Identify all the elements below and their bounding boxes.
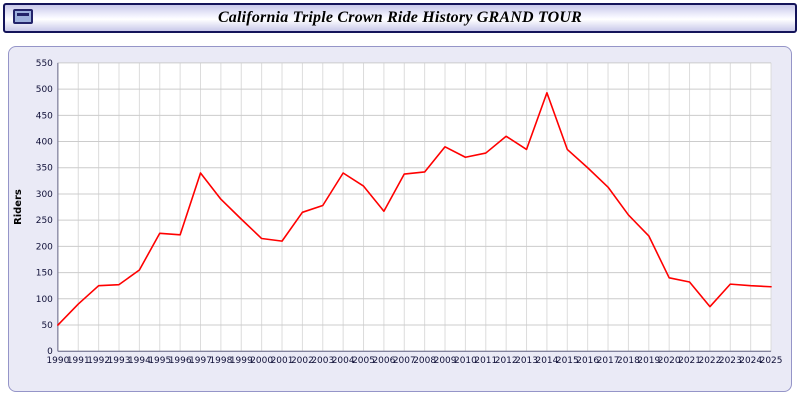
y-tick-label: 200 [36,242,53,252]
x-tick-label: 2014 [535,356,558,366]
x-tick-label: 1998 [209,356,232,366]
chart-panel: 0 50 100 150 200 250 300 350 400 450 500 550 1990 199… [8,46,792,392]
x-tick-label: 2001 [271,356,294,366]
x-tick-label: 1992 [87,356,110,366]
x-tick-label: 2016 [576,356,599,366]
x-tick-label: 2022 [699,356,722,366]
x-tick-label: 2011 [474,356,497,366]
x-tick-label: 2009 [434,356,457,366]
x-tick-label: 2017 [597,356,620,366]
x-tick-label: 1996 [169,356,192,366]
y-tick-label: 550 [36,59,53,69]
x-tick-label: 2008 [413,356,436,366]
plot-area [57,62,772,352]
x-tick-label: 2024 [739,356,762,366]
x-tick-label: 2010 [454,356,477,366]
x-tick-label: 2006 [372,356,395,366]
y-tick-label: 50 [41,321,53,331]
x-tick-label: 2015 [556,356,579,366]
x-tick-label: 2004 [332,356,355,366]
x-tick-label: 1999 [230,356,253,366]
title-bar: California Triple Crown Ride History GRA… [3,3,797,33]
x-tick-label: 1990 [46,356,69,366]
x-tick-label: 2018 [617,356,640,366]
x-tick-label: 1994 [128,356,151,366]
y-tick-label: 400 [36,138,53,148]
y-tick-label: 450 [36,111,53,121]
x-tick-label: 2020 [658,356,681,366]
x-tick-label: 2023 [719,356,742,366]
x-tick-label: 2000 [250,356,273,366]
y-tick-label: 150 [36,269,53,279]
x-tick-label: 2012 [495,356,518,366]
logo-icon [13,9,33,24]
ride-history-line-chart: 0501001502002503003504004505005501990199… [13,59,783,366]
y-tick-label: 100 [36,295,53,305]
y-tick-label: 350 [36,164,53,174]
y-axis-label: Riders [13,189,24,225]
y-tick-label: 0 [47,347,53,357]
x-tick-label: 1995 [148,356,171,366]
x-tick-label: 2003 [311,356,334,366]
x-tick-label: 1991 [67,356,90,366]
page-title: California Triple Crown Ride History GRA… [217,9,583,26]
y-tick-label: 250 [36,216,53,226]
riders-line-series [57,91,772,326]
y-tick-label: 300 [36,190,53,200]
y-tick-label: 500 [36,85,53,95]
x-tick-label: 2007 [393,356,416,366]
x-tick-label: 2013 [515,356,538,366]
x-tick-label: 2019 [637,356,660,366]
x-tick-label: 1997 [189,356,212,366]
x-tick-label: 1993 [108,356,131,366]
x-tick-label: 2021 [678,356,701,366]
x-tick-label: 2002 [291,356,314,366]
x-tick-label: 2025 [760,356,783,366]
x-tick-label: 2005 [352,356,375,366]
